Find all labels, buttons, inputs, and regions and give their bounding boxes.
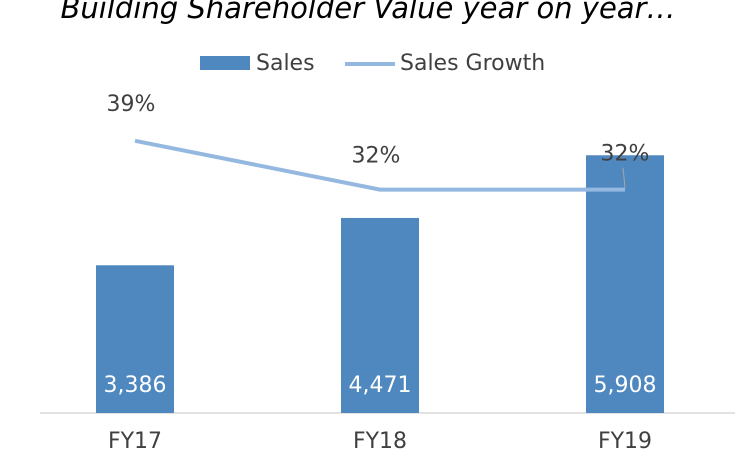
data-label: 3,386 xyxy=(104,373,167,398)
x-tick-label: FY18 xyxy=(353,429,407,454)
data-label: 32% xyxy=(352,144,401,169)
x-tick-label: FY17 xyxy=(108,429,162,454)
data-label: 4,471 xyxy=(349,373,412,398)
data-label: 5,908 xyxy=(594,373,657,398)
leader-line xyxy=(622,167,626,188)
x-tick-label: FY19 xyxy=(598,429,652,454)
legend-label: Sales Growth xyxy=(400,51,545,76)
bar xyxy=(586,155,664,414)
data-label: 39% xyxy=(107,92,156,117)
line xyxy=(134,138,625,192)
bar xyxy=(341,217,419,413)
bar xyxy=(96,265,174,413)
legend-label: Sales xyxy=(256,51,315,76)
legend-swatch xyxy=(200,56,250,70)
data-label: 32% xyxy=(601,142,650,167)
chart-title: Building Shareholder Value year on year… xyxy=(61,0,676,25)
